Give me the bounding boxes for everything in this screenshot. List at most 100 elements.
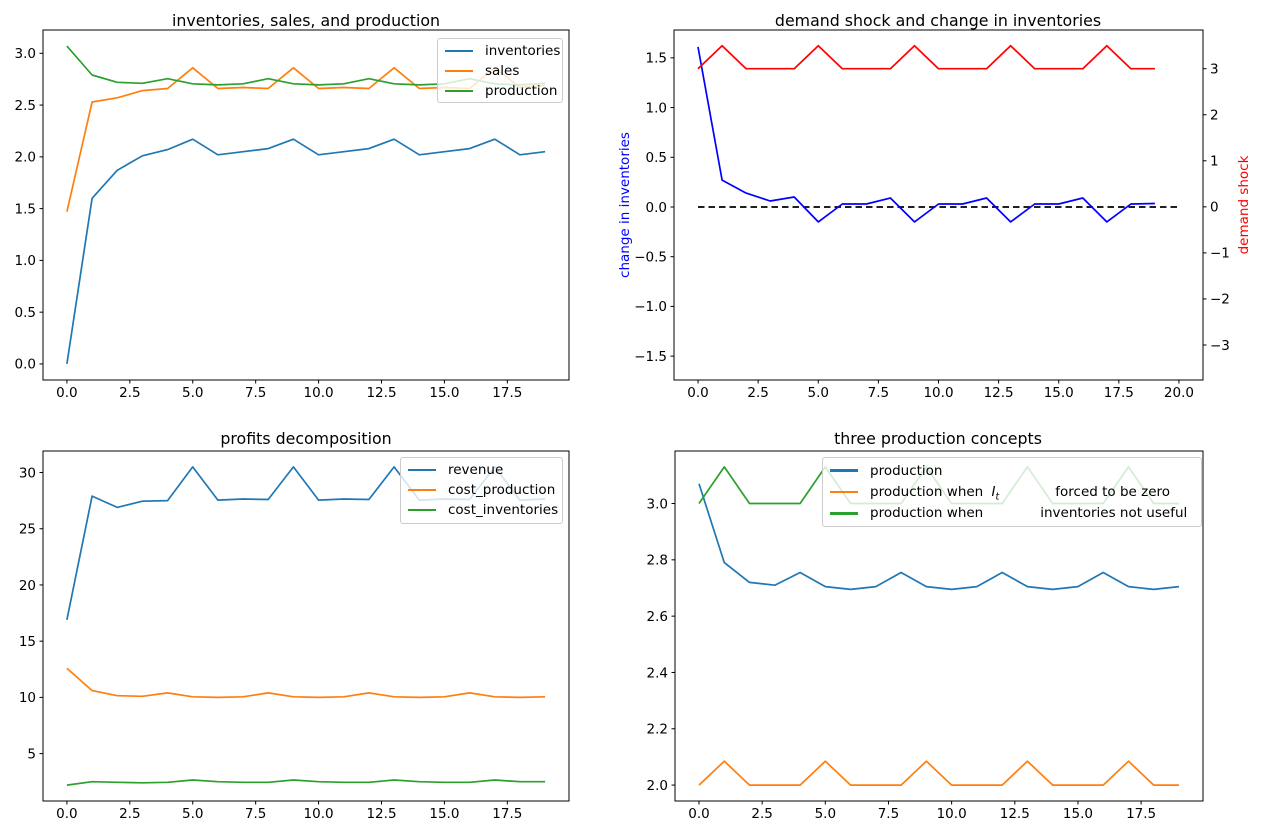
y-tick-label: 20 [19, 578, 36, 594]
y-tick-label: 0.5 [15, 305, 36, 321]
y-right-tick-label: −3 [1210, 338, 1230, 354]
x-tick-label: 0.0 [687, 385, 708, 401]
y-right-tick-label: 2 [1210, 108, 1219, 124]
x-tick-label: 15.0 [429, 806, 459, 822]
x-tick-label: 15.0 [429, 385, 459, 401]
y-right-tick-label: 3 [1210, 61, 1219, 77]
legend-line-swatch-production [830, 469, 858, 472]
legend-label: production [485, 83, 558, 99]
y-tick-label: −1.5 [634, 349, 667, 365]
x-tick-label: 0.0 [688, 806, 709, 822]
y-tick-label: 5 [27, 746, 36, 762]
x-tick-label: 15.0 [1044, 385, 1074, 401]
y-tick-label: 15 [19, 634, 36, 650]
y-tick-label: 0.0 [646, 200, 667, 216]
x-tick-label: 7.5 [868, 385, 889, 401]
x-tick-label: 20.0 [1164, 385, 1194, 401]
y-tick-label: 10 [19, 690, 36, 706]
subplot-profits-decomposition: 0.0 2.5 5.0 7.5 10.0 12.5 15.0 17.5 5 10 15 20 25 30 [19, 450, 570, 822]
legend-mathtext-gap [999, 491, 1055, 492]
axes-spines [674, 450, 1204, 802]
legend-chart-1: inventories sales production [437, 38, 563, 103]
y-tick-label: 2.4 [647, 665, 668, 681]
subplot-demand-shock-change-in-inventories: 0.0 2.5 5.0 7.5 10.0 12.5 15.0 17.5 20.0−1.5−1.0… [634, 29, 1230, 401]
series-line-cost-inventories [66, 779, 546, 786]
series-line-production [698, 483, 1180, 591]
x-tick-label: 5.0 [808, 385, 829, 401]
x-tick-label: 7.5 [245, 806, 266, 822]
series-line-production-when-i-t-forced-to-be-zero [698, 760, 1179, 786]
y-axis-label-demand-shock: demand shock [1236, 155, 1252, 255]
chart-title-profits-decomposition: profits decomposition [220, 429, 392, 448]
legend-mathtext-gap [983, 513, 1040, 514]
y-tick-label: 2.6 [647, 609, 668, 625]
legend-line-swatch-inventories [445, 49, 473, 53]
x-tick-label: 10.0 [304, 806, 334, 822]
y-right-tick-label: 0 [1210, 200, 1219, 216]
legend-chart-3: revenue cost_production cost_inventories [400, 457, 563, 524]
chart-title-three-production-concepts: three production concepts [834, 429, 1042, 448]
y-tick-label: 1.5 [15, 201, 36, 217]
legend-item-revenue: revenue [405, 460, 558, 480]
x-tick-label: 2.5 [751, 806, 772, 822]
legend-label: production when [870, 483, 988, 500]
y-tick-label: 1.5 [646, 51, 667, 67]
legend-label: inventories not useful [1040, 505, 1188, 522]
legend-label: inventories [485, 43, 561, 59]
legend-line-swatch-revenue [408, 468, 436, 472]
math-I-sub-t: It [991, 483, 1000, 503]
chart-title-demand-shock: demand shock and change in inventories [774, 11, 1102, 30]
y-right-tick-label: −1 [1210, 246, 1230, 262]
y-tick-label: 3.0 [647, 496, 668, 512]
x-tick-label: 12.5 [984, 385, 1014, 401]
legend-line-swatch-production-zero [830, 490, 858, 494]
y-axis-label-change-in-inventories: change in inventories [617, 132, 633, 278]
legend-item-production: production [442, 81, 558, 101]
legend-line-swatch-cost-inventories [408, 508, 436, 512]
y-tick-label: 3.0 [15, 46, 36, 62]
y-tick-label: 2.8 [647, 553, 668, 569]
x-tick-label: 12.5 [366, 385, 396, 401]
legend-label: sales [485, 63, 520, 79]
legend-line-swatch-production-not-useful [830, 511, 858, 515]
legend-label: production [870, 462, 943, 479]
legend-label: cost_production [448, 482, 556, 498]
legend-item-production-when-inventories-zero: production when It forced to be zero [827, 481, 1197, 502]
y-tick-label: 1.0 [646, 100, 667, 116]
series-line-change-in-inventories [697, 46, 1155, 223]
legend-label: cost_inventories [448, 502, 559, 518]
legend-label: forced to be zero [1055, 483, 1171, 500]
x-tick-label: 17.5 [1104, 385, 1134, 401]
x-tick-label: 7.5 [878, 806, 899, 822]
y-tick-label: 2.0 [647, 778, 668, 794]
x-tick-label: 0.0 [56, 385, 77, 401]
legend-item-inventories: inventories [442, 41, 561, 61]
axes-spines [42, 29, 570, 381]
series-line-cost-production [66, 667, 546, 699]
legend-line-swatch-sales [445, 69, 473, 73]
series-line-inventories [66, 138, 546, 365]
axes-spines [42, 450, 570, 802]
legend-item-cost-production: cost_production [405, 480, 558, 500]
legend-chart-4: production production when It forced to b… [822, 457, 1202, 527]
legend-label: production when [870, 505, 984, 522]
x-tick-label: 2.5 [119, 806, 140, 822]
x-tick-label: 0.0 [56, 806, 77, 822]
x-tick-label: 12.5 [366, 806, 396, 822]
y-tick-label: 2.5 [15, 98, 36, 114]
x-tick-label: 17.5 [1126, 806, 1156, 822]
chart-title-inventories-sales-production: inventories, sales, and production [171, 11, 441, 30]
x-tick-label: 2.5 [747, 385, 768, 401]
legend-item-sales: sales [442, 61, 558, 81]
x-tick-label: 17.5 [492, 806, 522, 822]
legend-line-swatch-cost-production [408, 488, 436, 492]
y-tick-label: −0.5 [634, 250, 667, 266]
x-tick-label: 12.5 [1000, 806, 1030, 822]
x-tick-label: 2.5 [119, 385, 140, 401]
legend-item-cost-inventories: cost_inventories [405, 500, 558, 520]
x-tick-label: 5.0 [182, 385, 203, 401]
series-line-demand-shock [697, 44, 1155, 70]
legend-label: revenue [448, 462, 504, 478]
x-tick-label: 15.0 [1063, 806, 1093, 822]
